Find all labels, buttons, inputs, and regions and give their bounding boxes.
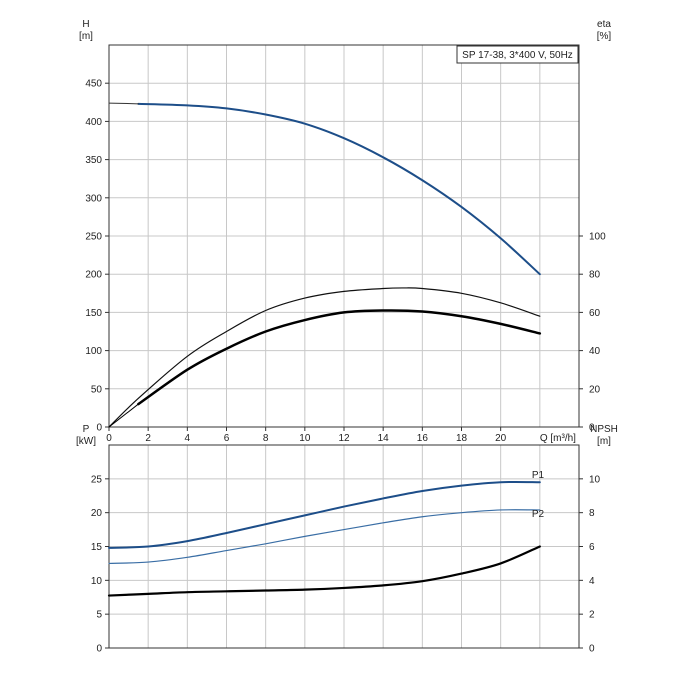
- x-tick-label: 12: [338, 433, 350, 444]
- y-tick-label: 10: [91, 576, 103, 587]
- y2-tick-label: 4: [589, 576, 595, 587]
- x-tick-label: 18: [456, 433, 468, 444]
- y-axis-unit: [kW]: [76, 436, 96, 447]
- series-label-p2: P2: [532, 509, 545, 520]
- y2-tick-label: 20: [589, 384, 601, 395]
- y2-tick-label: 40: [589, 346, 601, 357]
- y2-tick-label: 8: [589, 508, 595, 519]
- series-label-p1: P1: [532, 470, 545, 481]
- y-tick-label: 150: [85, 308, 102, 319]
- y2-tick-label: 10: [589, 474, 601, 485]
- y-tick-label: 50: [91, 384, 103, 395]
- x-tick-label: 4: [185, 433, 191, 444]
- y2-tick-label: 0: [589, 644, 595, 655]
- series-line-2: [107, 545, 541, 597]
- head-efficiency-panel: 0 50 100 150 200 250 300 350 400 450 0 20 40 60 80 100 0…: [79, 19, 611, 444]
- y-tick-label: 200: [85, 270, 102, 281]
- y2-axis-label: eta: [597, 19, 611, 30]
- series-line-3: [137, 309, 542, 406]
- x-tick-label: 0: [106, 433, 112, 444]
- x-tick-label: 6: [224, 433, 230, 444]
- y-tick-label: 100: [85, 346, 102, 357]
- series-line-2: [108, 287, 541, 428]
- y-tick-label: 0: [96, 644, 102, 655]
- x-tick-label: 16: [417, 433, 429, 444]
- series-line-p1: [108, 480, 541, 549]
- y-tick-label: 300: [85, 193, 102, 204]
- series-line-1: [108, 102, 139, 105]
- y-axis-label: P: [83, 424, 90, 435]
- x-tick-label: 14: [378, 433, 390, 444]
- y2-axis-label: NPSH: [590, 424, 618, 435]
- y2-tick-label: 60: [589, 308, 601, 319]
- y-tick-label: 250: [85, 232, 102, 243]
- y-axis-label: H: [82, 19, 89, 30]
- chart-title: SP 17-38, 3*400 V, 50Hz: [462, 50, 573, 61]
- title-box: [456, 45, 579, 64]
- x-tick-label: 2: [145, 433, 151, 444]
- y2-axis-unit: [%]: [597, 31, 612, 42]
- y-axis-unit: [m]: [79, 31, 93, 42]
- y-tick-label: 0: [96, 423, 102, 434]
- series-line-0: [137, 102, 541, 276]
- x-tick-label: 20: [495, 433, 507, 444]
- series-line-4: [108, 403, 139, 428]
- y-tick-label: 5: [96, 610, 102, 621]
- y-tick-label: 450: [85, 79, 102, 90]
- y2-tick-label: 80: [589, 270, 601, 281]
- y-tick-label: 25: [91, 474, 103, 485]
- x-axis-label: Q [m³/h]: [540, 433, 576, 444]
- y2-tick-label: 0: [589, 423, 595, 434]
- y-tick-label: 350: [85, 155, 102, 166]
- series-line-p2: [108, 509, 541, 565]
- y2-tick-label: 100: [589, 232, 606, 243]
- x-tick-label: 10: [299, 433, 311, 444]
- x-tick-label: 8: [263, 433, 269, 444]
- y-tick-label: 20: [91, 508, 103, 519]
- y2-tick-label: 2: [589, 610, 595, 621]
- y2-axis-unit: [m]: [597, 436, 611, 447]
- y-tick-label: 15: [91, 542, 103, 553]
- y-tick-label: 400: [85, 117, 102, 128]
- y2-tick-label: 6: [589, 542, 595, 553]
